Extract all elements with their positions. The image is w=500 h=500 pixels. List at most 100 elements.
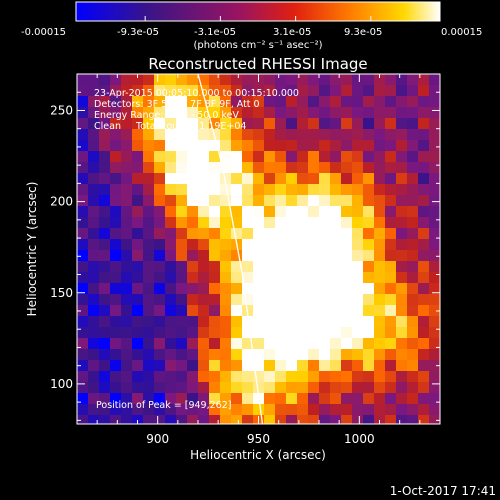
heatmap-cell	[242, 283, 253, 294]
heatmap-cell	[396, 349, 407, 360]
heatmap-cell	[253, 184, 264, 195]
heatmap-cell	[132, 327, 143, 338]
heatmap-cell	[363, 107, 374, 118]
heatmap-cell	[187, 338, 198, 349]
heatmap-cell	[198, 272, 209, 283]
heatmap-cell	[418, 261, 429, 272]
heatmap-cell	[319, 107, 330, 118]
heatmap-cell	[341, 415, 352, 424]
heatmap-cell	[286, 239, 297, 250]
heatmap-cell	[187, 228, 198, 239]
heatmap-cell	[220, 250, 231, 261]
heatmap-cell	[308, 382, 319, 393]
heatmap-cell	[341, 129, 352, 140]
heatmap-cell	[231, 129, 242, 140]
heatmap-cell	[242, 118, 253, 129]
heatmap-cell	[308, 294, 319, 305]
colorbar	[75, 1, 441, 22]
heatmap-cell	[374, 184, 385, 195]
heatmap-cell	[231, 96, 242, 107]
heatmap-cell	[385, 107, 396, 118]
heatmap-cell	[77, 294, 88, 305]
heatmap-cell	[88, 85, 99, 96]
heatmap-cell	[429, 294, 440, 305]
heatmap-cell	[385, 305, 396, 316]
heatmap-cell	[242, 129, 253, 140]
heatmap-cell	[297, 85, 308, 96]
heatmap-cell	[363, 283, 374, 294]
heatmap-cell	[429, 283, 440, 294]
heatmap-cell	[242, 217, 253, 228]
heatmap-cell	[154, 404, 165, 415]
heatmap-cell	[319, 239, 330, 250]
heatmap-cell	[99, 327, 110, 338]
heatmap-cell	[374, 305, 385, 316]
heatmap-cell	[77, 151, 88, 162]
heatmap-cell	[198, 239, 209, 250]
heatmap-cell	[176, 261, 187, 272]
heatmap-cell	[220, 327, 231, 338]
colorbar-tick-label-3: 3.1e-05	[273, 27, 311, 38]
heatmap-cell	[143, 283, 154, 294]
heatmap-cell	[341, 382, 352, 393]
heatmap-cell	[99, 305, 110, 316]
heatmap-cell	[264, 96, 275, 107]
heatmap-cell	[242, 228, 253, 239]
heatmap-cell	[275, 195, 286, 206]
heatmap-cell	[198, 173, 209, 184]
heatmap-cell	[352, 151, 363, 162]
heatmap-cell	[385, 151, 396, 162]
heatmap-cell	[253, 107, 264, 118]
heatmap-cell	[429, 85, 440, 96]
heatmap-cell	[319, 250, 330, 261]
heatmap-cell	[143, 118, 154, 129]
heatmap-cell	[176, 239, 187, 250]
heatmap-cell	[99, 239, 110, 250]
heatmap-cell	[341, 393, 352, 404]
heatmap-cell	[297, 338, 308, 349]
heatmap-cell	[264, 393, 275, 404]
heatmap-cell	[220, 349, 231, 360]
heatmap-cell	[429, 250, 440, 261]
heatmap-cell	[187, 74, 198, 85]
heatmap-cell	[341, 371, 352, 382]
heatmap-cell	[187, 184, 198, 195]
heatmap-cell	[165, 382, 176, 393]
heatmap-cell	[242, 140, 253, 151]
heatmap-cell	[253, 327, 264, 338]
heatmap-cell	[418, 272, 429, 283]
heatmap-cell	[143, 74, 154, 85]
heatmap-cell	[297, 217, 308, 228]
heatmap-cell	[220, 382, 231, 393]
heatmap-cell	[253, 261, 264, 272]
heatmap-cell	[231, 74, 242, 85]
heatmap-cell	[165, 107, 176, 118]
heatmap-cell	[330, 151, 341, 162]
heatmap-cell	[374, 162, 385, 173]
heatmap-cell	[187, 415, 198, 424]
heatmap-cell	[110, 96, 121, 107]
heatmap-cell	[143, 239, 154, 250]
heatmap-cell	[132, 217, 143, 228]
heatmap-cell	[198, 404, 209, 415]
heatmap-cell	[77, 173, 88, 184]
heatmap-cell	[407, 239, 418, 250]
heatmap-cell	[99, 272, 110, 283]
heatmap-cell	[110, 129, 121, 140]
heatmap-cell	[209, 415, 220, 424]
heatmap-cell	[407, 162, 418, 173]
heatmap-cell	[374, 360, 385, 371]
colorbar-tick-label-0: -0.00015	[21, 27, 66, 38]
heatmap-cell	[264, 371, 275, 382]
heatmap-cell	[253, 239, 264, 250]
heatmap-cell	[121, 283, 132, 294]
heatmap-cell	[374, 338, 385, 349]
heatmap-cell	[330, 217, 341, 228]
heatmap-cell	[330, 250, 341, 261]
heatmap-cell	[396, 173, 407, 184]
heatmap-cell	[88, 162, 99, 173]
heatmap-cell	[341, 338, 352, 349]
heatmap-cell	[121, 294, 132, 305]
heatmap-cell	[352, 217, 363, 228]
heatmap-cell	[198, 338, 209, 349]
